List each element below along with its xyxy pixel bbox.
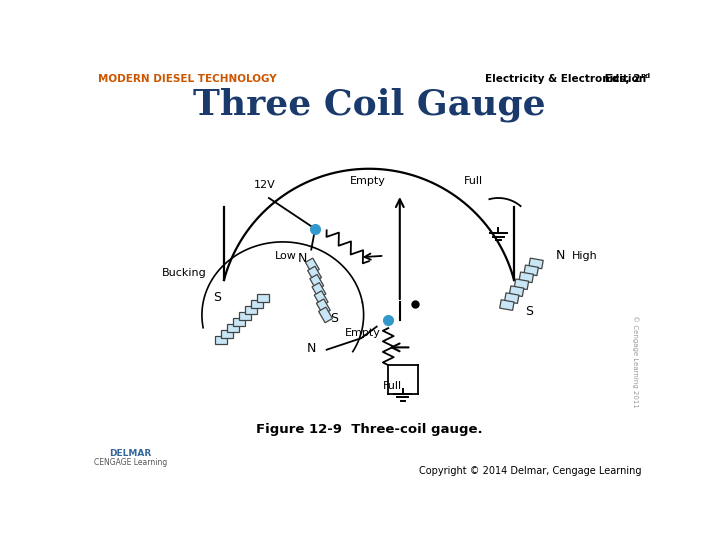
Polygon shape bbox=[233, 318, 245, 326]
Polygon shape bbox=[314, 291, 328, 306]
Text: Empty: Empty bbox=[349, 177, 385, 186]
Text: Three Coil Gauge: Three Coil Gauge bbox=[193, 87, 545, 122]
Polygon shape bbox=[227, 323, 239, 332]
Polygon shape bbox=[312, 282, 326, 298]
Polygon shape bbox=[221, 329, 233, 338]
Polygon shape bbox=[305, 258, 319, 274]
Polygon shape bbox=[245, 306, 257, 314]
Text: Full: Full bbox=[464, 177, 482, 186]
Text: Full: Full bbox=[383, 381, 402, 391]
Text: Bucking: Bucking bbox=[162, 268, 207, 278]
Polygon shape bbox=[239, 312, 251, 320]
Text: S: S bbox=[525, 305, 533, 318]
Text: Electricity & Electronics, 2: Electricity & Electronics, 2 bbox=[485, 74, 640, 84]
Text: N: N bbox=[307, 342, 316, 355]
Polygon shape bbox=[310, 274, 324, 290]
Text: nd: nd bbox=[641, 72, 651, 78]
Polygon shape bbox=[524, 265, 539, 276]
Text: N: N bbox=[297, 252, 307, 265]
Polygon shape bbox=[215, 336, 227, 344]
Polygon shape bbox=[318, 307, 333, 323]
Text: MODERN DIESEL TECHNOLOGY: MODERN DIESEL TECHNOLOGY bbox=[98, 74, 276, 84]
Polygon shape bbox=[519, 272, 534, 282]
Text: Empty: Empty bbox=[345, 328, 381, 338]
Text: S: S bbox=[330, 313, 338, 326]
Text: 12V: 12V bbox=[254, 179, 276, 190]
Text: High: High bbox=[572, 251, 598, 261]
Polygon shape bbox=[500, 300, 514, 310]
Polygon shape bbox=[316, 299, 330, 315]
Text: N: N bbox=[555, 249, 564, 262]
Text: Copyright © 2014 Delmar, Cengage Learning: Copyright © 2014 Delmar, Cengage Learnin… bbox=[420, 467, 642, 476]
Polygon shape bbox=[251, 300, 263, 308]
Polygon shape bbox=[514, 279, 528, 289]
Text: Edition: Edition bbox=[601, 74, 647, 84]
Text: © Cengage Learning 2011: © Cengage Learning 2011 bbox=[632, 315, 639, 408]
Polygon shape bbox=[307, 266, 322, 282]
Text: CENGAGE Learning: CENGAGE Learning bbox=[94, 458, 167, 467]
Text: S: S bbox=[213, 291, 221, 304]
Polygon shape bbox=[529, 258, 543, 269]
Text: Figure 12-9  Three-coil gauge.: Figure 12-9 Three-coil gauge. bbox=[256, 423, 482, 436]
Polygon shape bbox=[257, 294, 269, 302]
Polygon shape bbox=[510, 286, 523, 296]
Polygon shape bbox=[505, 293, 519, 303]
Text: DELMAR: DELMAR bbox=[109, 449, 151, 457]
Text: Low: Low bbox=[275, 251, 297, 261]
